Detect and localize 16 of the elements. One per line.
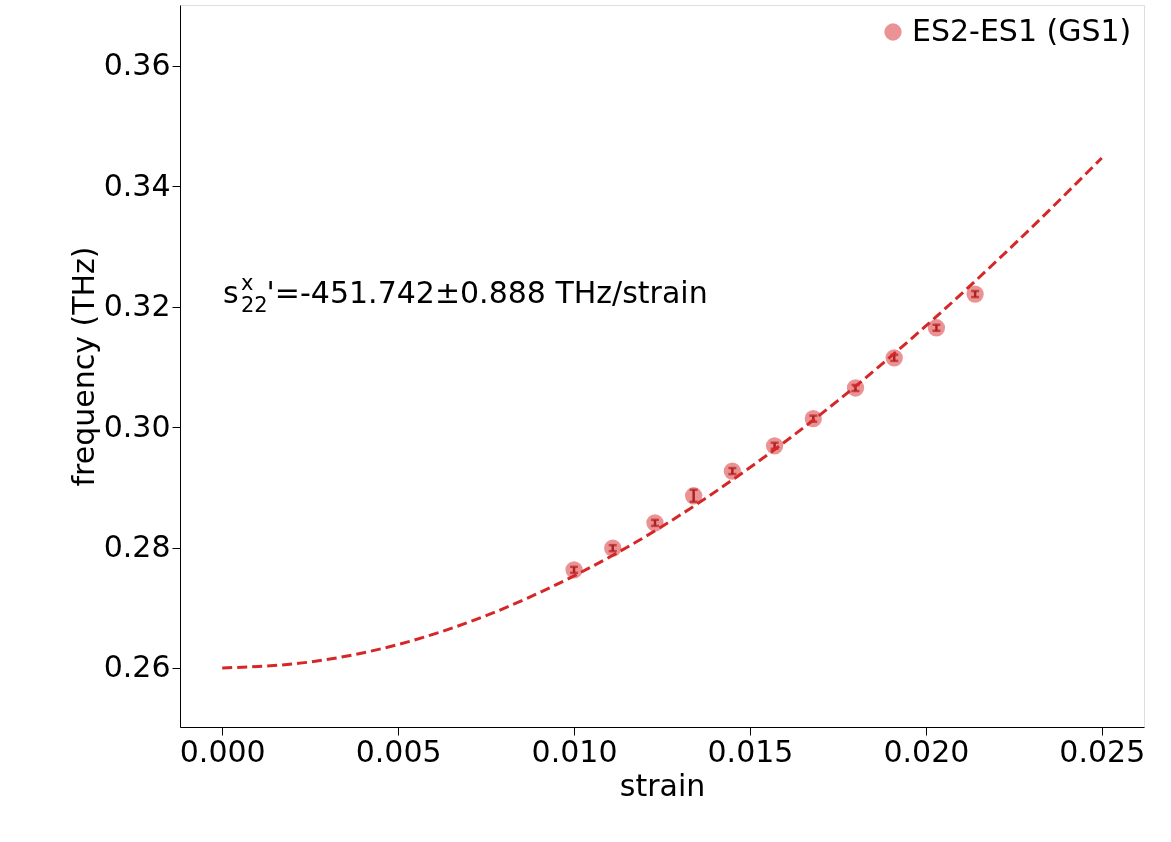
x-tick-label: 0.010 bbox=[531, 733, 618, 769]
x-tick-label: 0.015 bbox=[707, 733, 794, 769]
x-axis-title: strain bbox=[619, 767, 706, 803]
y-tick-label: 0.32 bbox=[103, 288, 171, 324]
y-tick-label: 0.30 bbox=[103, 408, 171, 444]
y-tick-label: 0.34 bbox=[103, 167, 171, 203]
legend-label: ES2-ES1 (GS1) bbox=[912, 13, 1132, 48]
line-series bbox=[220, 156, 1104, 670]
x-tick-label: 0.005 bbox=[355, 733, 442, 769]
x-tick-label: 0.025 bbox=[1059, 733, 1146, 769]
y-tick-label: 0.26 bbox=[103, 649, 171, 685]
x-tick-label: 0.000 bbox=[179, 733, 266, 769]
y-tick-label: 0.36 bbox=[103, 47, 171, 83]
y-axis-title: frequency (THz) bbox=[65, 246, 101, 487]
y-tick-label: 0.28 bbox=[103, 529, 171, 565]
x-tick-label: 0.020 bbox=[883, 733, 970, 769]
